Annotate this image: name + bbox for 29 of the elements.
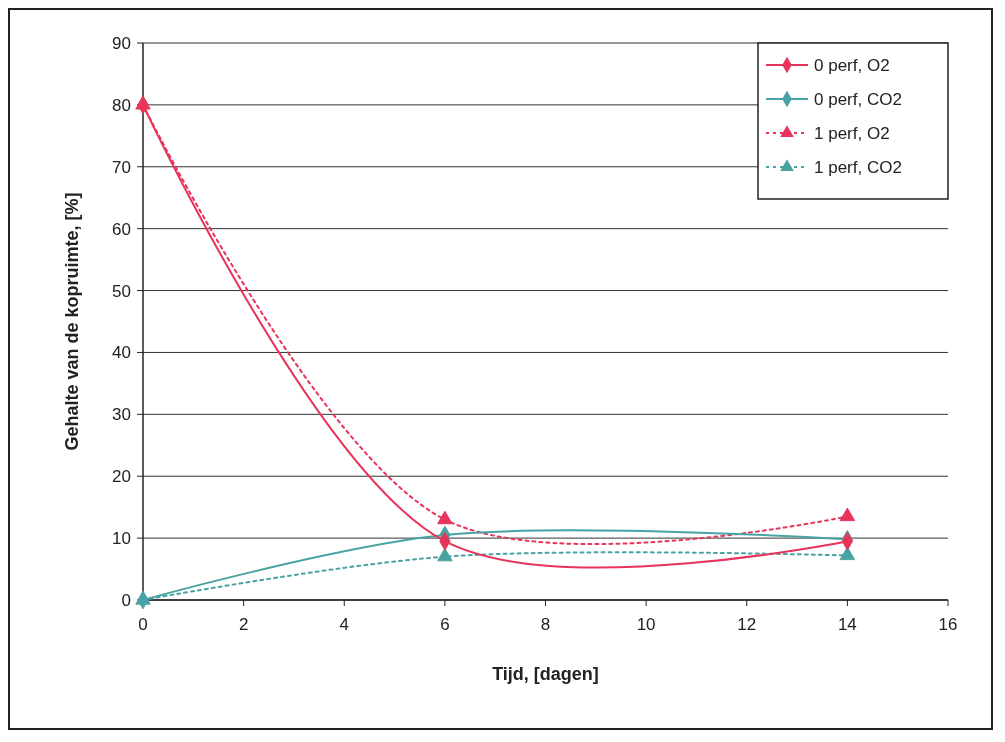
x-tick-label: 16 — [938, 615, 958, 634]
point — [839, 546, 856, 561]
y-tick-label: 40 — [112, 343, 131, 363]
y-axis-title: Gehalte van de kopruimte, [%] — [62, 192, 82, 451]
y-tick-label: 50 — [112, 281, 131, 301]
point — [437, 510, 453, 525]
point — [437, 547, 453, 562]
legend-label: 1 perf, O2 — [814, 124, 890, 143]
y-tick-label: 70 — [112, 157, 131, 177]
y-tick-label: 10 — [112, 529, 131, 549]
y-tick-label: 80 — [112, 95, 131, 115]
x-tick-label: 14 — [837, 615, 857, 634]
y-tick-label: 0 — [121, 591, 131, 610]
x-tick-label: 4 — [339, 615, 349, 634]
x-axis-title: Tijd, [dagen] — [492, 664, 599, 684]
legend-label: 1 perf, CO2 — [814, 158, 902, 177]
x-tick-label: 8 — [540, 615, 551, 634]
x-tick-label: 6 — [440, 615, 450, 634]
x-tick-label: 0 — [138, 615, 148, 634]
legend-label: 0 perf, CO2 — [814, 90, 902, 109]
x-tick-label: 12 — [737, 615, 757, 634]
x-tick-label: 10 — [636, 615, 656, 634]
y-tick-label: 90 — [112, 34, 131, 53]
legend-label: 0 perf, O2 — [814, 56, 890, 75]
x-tick-label: 2 — [238, 615, 249, 634]
y-tick-label: 30 — [112, 405, 131, 425]
y-tick-label: 20 — [112, 467, 131, 487]
y-tick-label: 60 — [112, 219, 131, 239]
point — [839, 507, 856, 522]
